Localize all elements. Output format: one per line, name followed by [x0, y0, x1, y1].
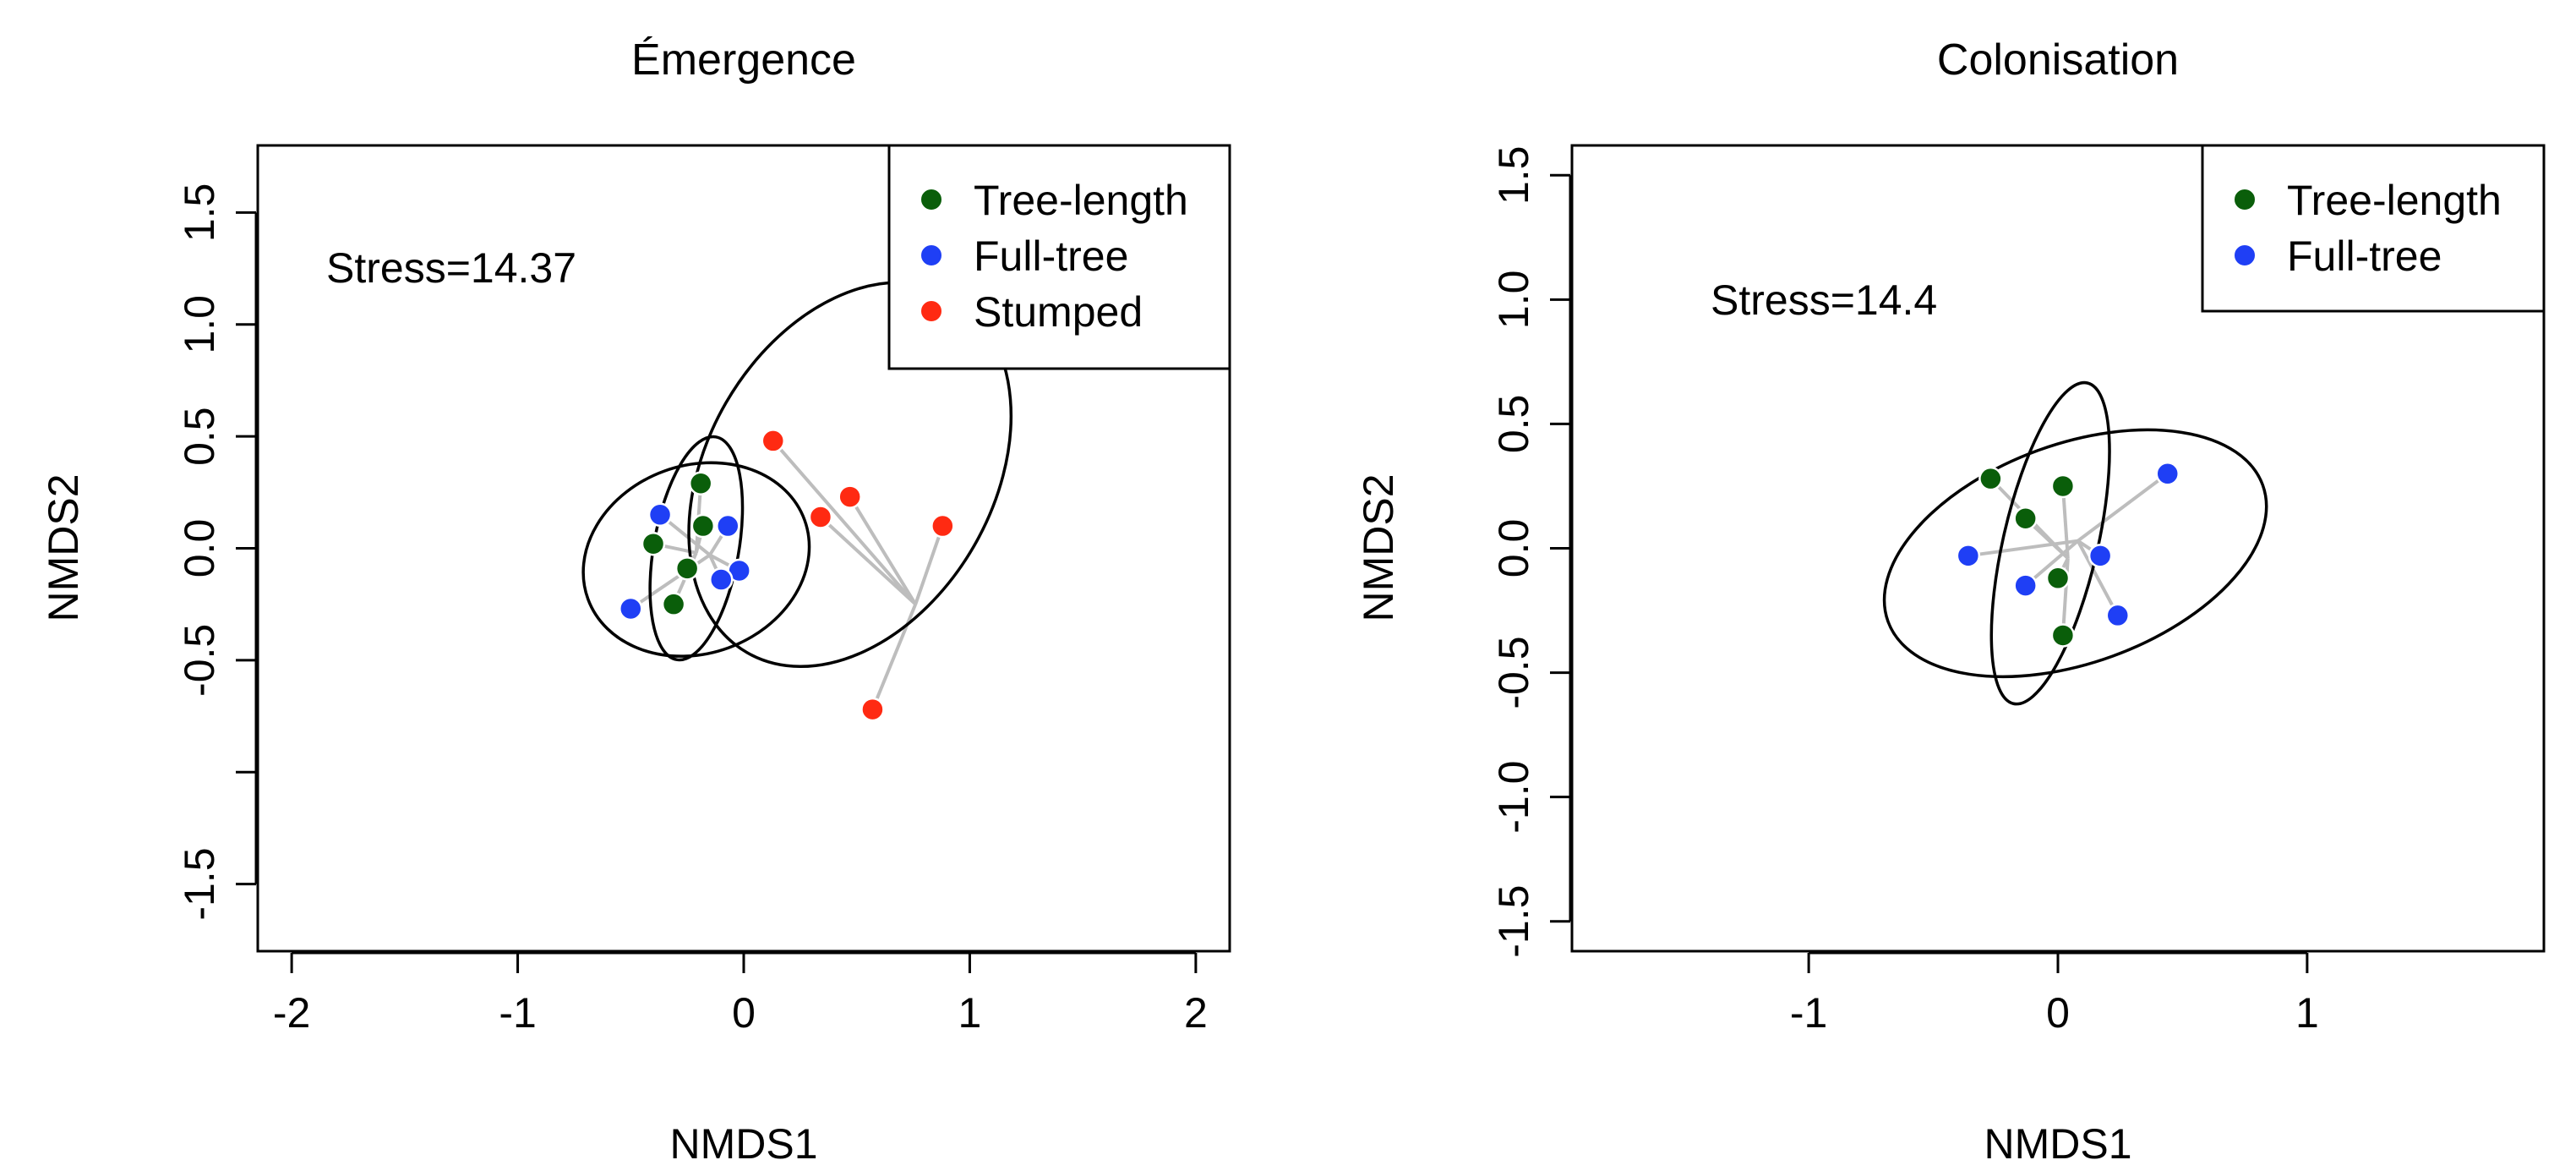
emergence-tree-length-point	[661, 592, 686, 616]
emergence-tree-length-point	[688, 471, 713, 495]
emergence-y-tick-label: -0.5	[176, 624, 223, 697]
emergence-stumped-point	[838, 484, 862, 509]
emergence-marks	[581, 281, 1013, 722]
emergence-plot-frame	[256, 144, 1231, 953]
emergence-legend-stumped-marker	[920, 299, 943, 323]
colonisation-y-tick-label: 1.0	[1490, 271, 1537, 330]
emergence-stumped-point	[931, 513, 955, 539]
colonisation-y-tick-label: 1.5	[1490, 146, 1537, 205]
emergence-y-tick-label: 1.0	[176, 295, 223, 354]
emergence-stumped-point	[761, 429, 786, 453]
emergence-full-tree-point	[709, 567, 734, 592]
emergence-title: Émergence	[631, 36, 856, 85]
colonisation-legend-tree-length-label: Tree-length	[2287, 177, 2502, 224]
emergence-y-tick-label: 0.5	[176, 407, 223, 466]
colonisation-legend-tree-length-marker	[2233, 188, 2257, 211]
colonisation-legend-full-tree-label: Full-tree	[2287, 233, 2442, 280]
emergence-x-tick-label: -2	[273, 989, 310, 1037]
emergence-legend: Tree-length Full-tree Stumped	[887, 144, 1231, 370]
colonisation-full-tree-point	[2105, 603, 2131, 628]
emergence-legend-tree-length-marker	[920, 188, 943, 211]
emergence-y-axis: -1.5 -0.5 0.0 0.5 1.0 1.5	[176, 183, 258, 921]
colonisation-title: Colonisation	[1937, 36, 2179, 85]
colonisation-full-tree-ellipse	[1882, 428, 2268, 679]
emergence-stress-label: Stress=14.37	[326, 244, 576, 292]
emergence-full-tree-point	[647, 502, 673, 528]
colonisation-legend-box	[2201, 144, 2546, 313]
emergence-stumped-spider-line	[848, 495, 917, 605]
emergence-x-tick-label: 2	[1184, 989, 1208, 1037]
colonisation-tree-length-point	[2045, 566, 2071, 591]
emergence-panel: Émergence -2 -1 0 1 2 -1.5 -0.5 0.0 0.5 1.0 1.5 N…	[40, 36, 1231, 1168]
colonisation-full-tree-spider-line	[1967, 539, 2078, 558]
colonisation-panel: Colonisation -1 0 1 -1.5 -1.0 -0.5 0.0 0.5 1.0 1…	[1355, 36, 2546, 1168]
colonisation-legend: Tree-length Full-tree	[2201, 144, 2546, 313]
emergence-legend-full-tree-marker	[920, 244, 943, 267]
emergence-stumped-spider-line	[819, 515, 917, 606]
colonisation-full-tree-point	[2088, 544, 2113, 568]
emergence-y-tick-label: 1.5	[176, 183, 223, 243]
colonisation-full-tree-spider-line	[2076, 539, 2120, 616]
emergence-legend-box	[887, 144, 1231, 370]
colonisation-y-tick-label: 0.0	[1490, 519, 1537, 578]
colonisation-y-tick-label: -1.5	[1490, 885, 1537, 958]
emergence-y-axis-label: NMDS2	[40, 473, 87, 621]
colonisation-stress-label: Stress=14.4	[1711, 276, 1937, 324]
emergence-legend-tree-length-label: Tree-length	[974, 177, 1188, 224]
colonisation-marks	[1882, 380, 2268, 706]
colonisation-full-tree-spider-line	[2077, 472, 2169, 543]
emergence-x-tick-label: 0	[732, 989, 756, 1037]
emergence-stumped-point	[860, 697, 885, 722]
emergence-x-tick-label: -1	[499, 989, 536, 1037]
colonisation-tree-length-point	[1978, 466, 2003, 491]
colonisation-y-axis-label: NMDS2	[1355, 473, 1402, 621]
colonisation-y-tick-label: -1.0	[1490, 761, 1537, 834]
emergence-stumped-spider-line	[772, 440, 917, 605]
colonisation-x-tick-label: 0	[2046, 989, 2070, 1037]
emergence-y-tick-label: -1.5	[176, 847, 223, 920]
emergence-stumped-spider-line	[914, 525, 945, 605]
colonisation-x-axis-label: NMDS1	[1984, 1120, 2131, 1168]
emergence-tree-length-point	[641, 531, 666, 556]
colonisation-x-tick-label: -1	[1790, 989, 1827, 1037]
colonisation-full-tree-point	[2155, 462, 2180, 486]
emergence-legend-full-tree-label: Full-tree	[974, 233, 1128, 280]
colonisation-y-tick-label: 0.5	[1490, 395, 1537, 454]
colonisation-y-axis: -1.5 -1.0 -0.5 0.0 0.5 1.0 1.5	[1490, 146, 1572, 958]
emergence-x-axis-label: NMDS1	[669, 1120, 817, 1168]
emergence-stumped-point	[808, 505, 833, 529]
emergence-tree-length-point	[690, 513, 716, 539]
colonisation-y-tick-label: -0.5	[1490, 636, 1537, 709]
colonisation-tree-length-point	[2013, 506, 2038, 531]
colonisation-full-tree-point	[1956, 544, 1981, 568]
emergence-full-tree-ellipse	[581, 461, 811, 658]
emergence-x-axis: -2 -1 0 1 2	[273, 951, 1208, 1037]
emergence-full-tree-point	[619, 596, 643, 621]
emergence-y-tick-label: 0.0	[176, 519, 223, 578]
emergence-x-tick-label: 1	[958, 989, 982, 1037]
emergence-tree-length-point	[674, 556, 700, 581]
emergence-full-tree-point	[716, 513, 740, 539]
colonisation-tree-length-point	[2050, 623, 2076, 648]
emergence-legend-stumped-label: Stumped	[974, 288, 1143, 336]
colonisation-x-tick-label: 1	[2295, 989, 2319, 1037]
colonisation-full-tree-point	[2013, 573, 2038, 598]
colonisation-x-axis: -1 0 1	[1790, 951, 2319, 1037]
colonisation-legend-full-tree-marker	[2233, 244, 2257, 267]
colonisation-tree-length-point	[2050, 473, 2076, 499]
colonisation-plot-frame	[1570, 144, 2546, 953]
colonisation-tree-length-spider-line	[2060, 485, 2070, 559]
